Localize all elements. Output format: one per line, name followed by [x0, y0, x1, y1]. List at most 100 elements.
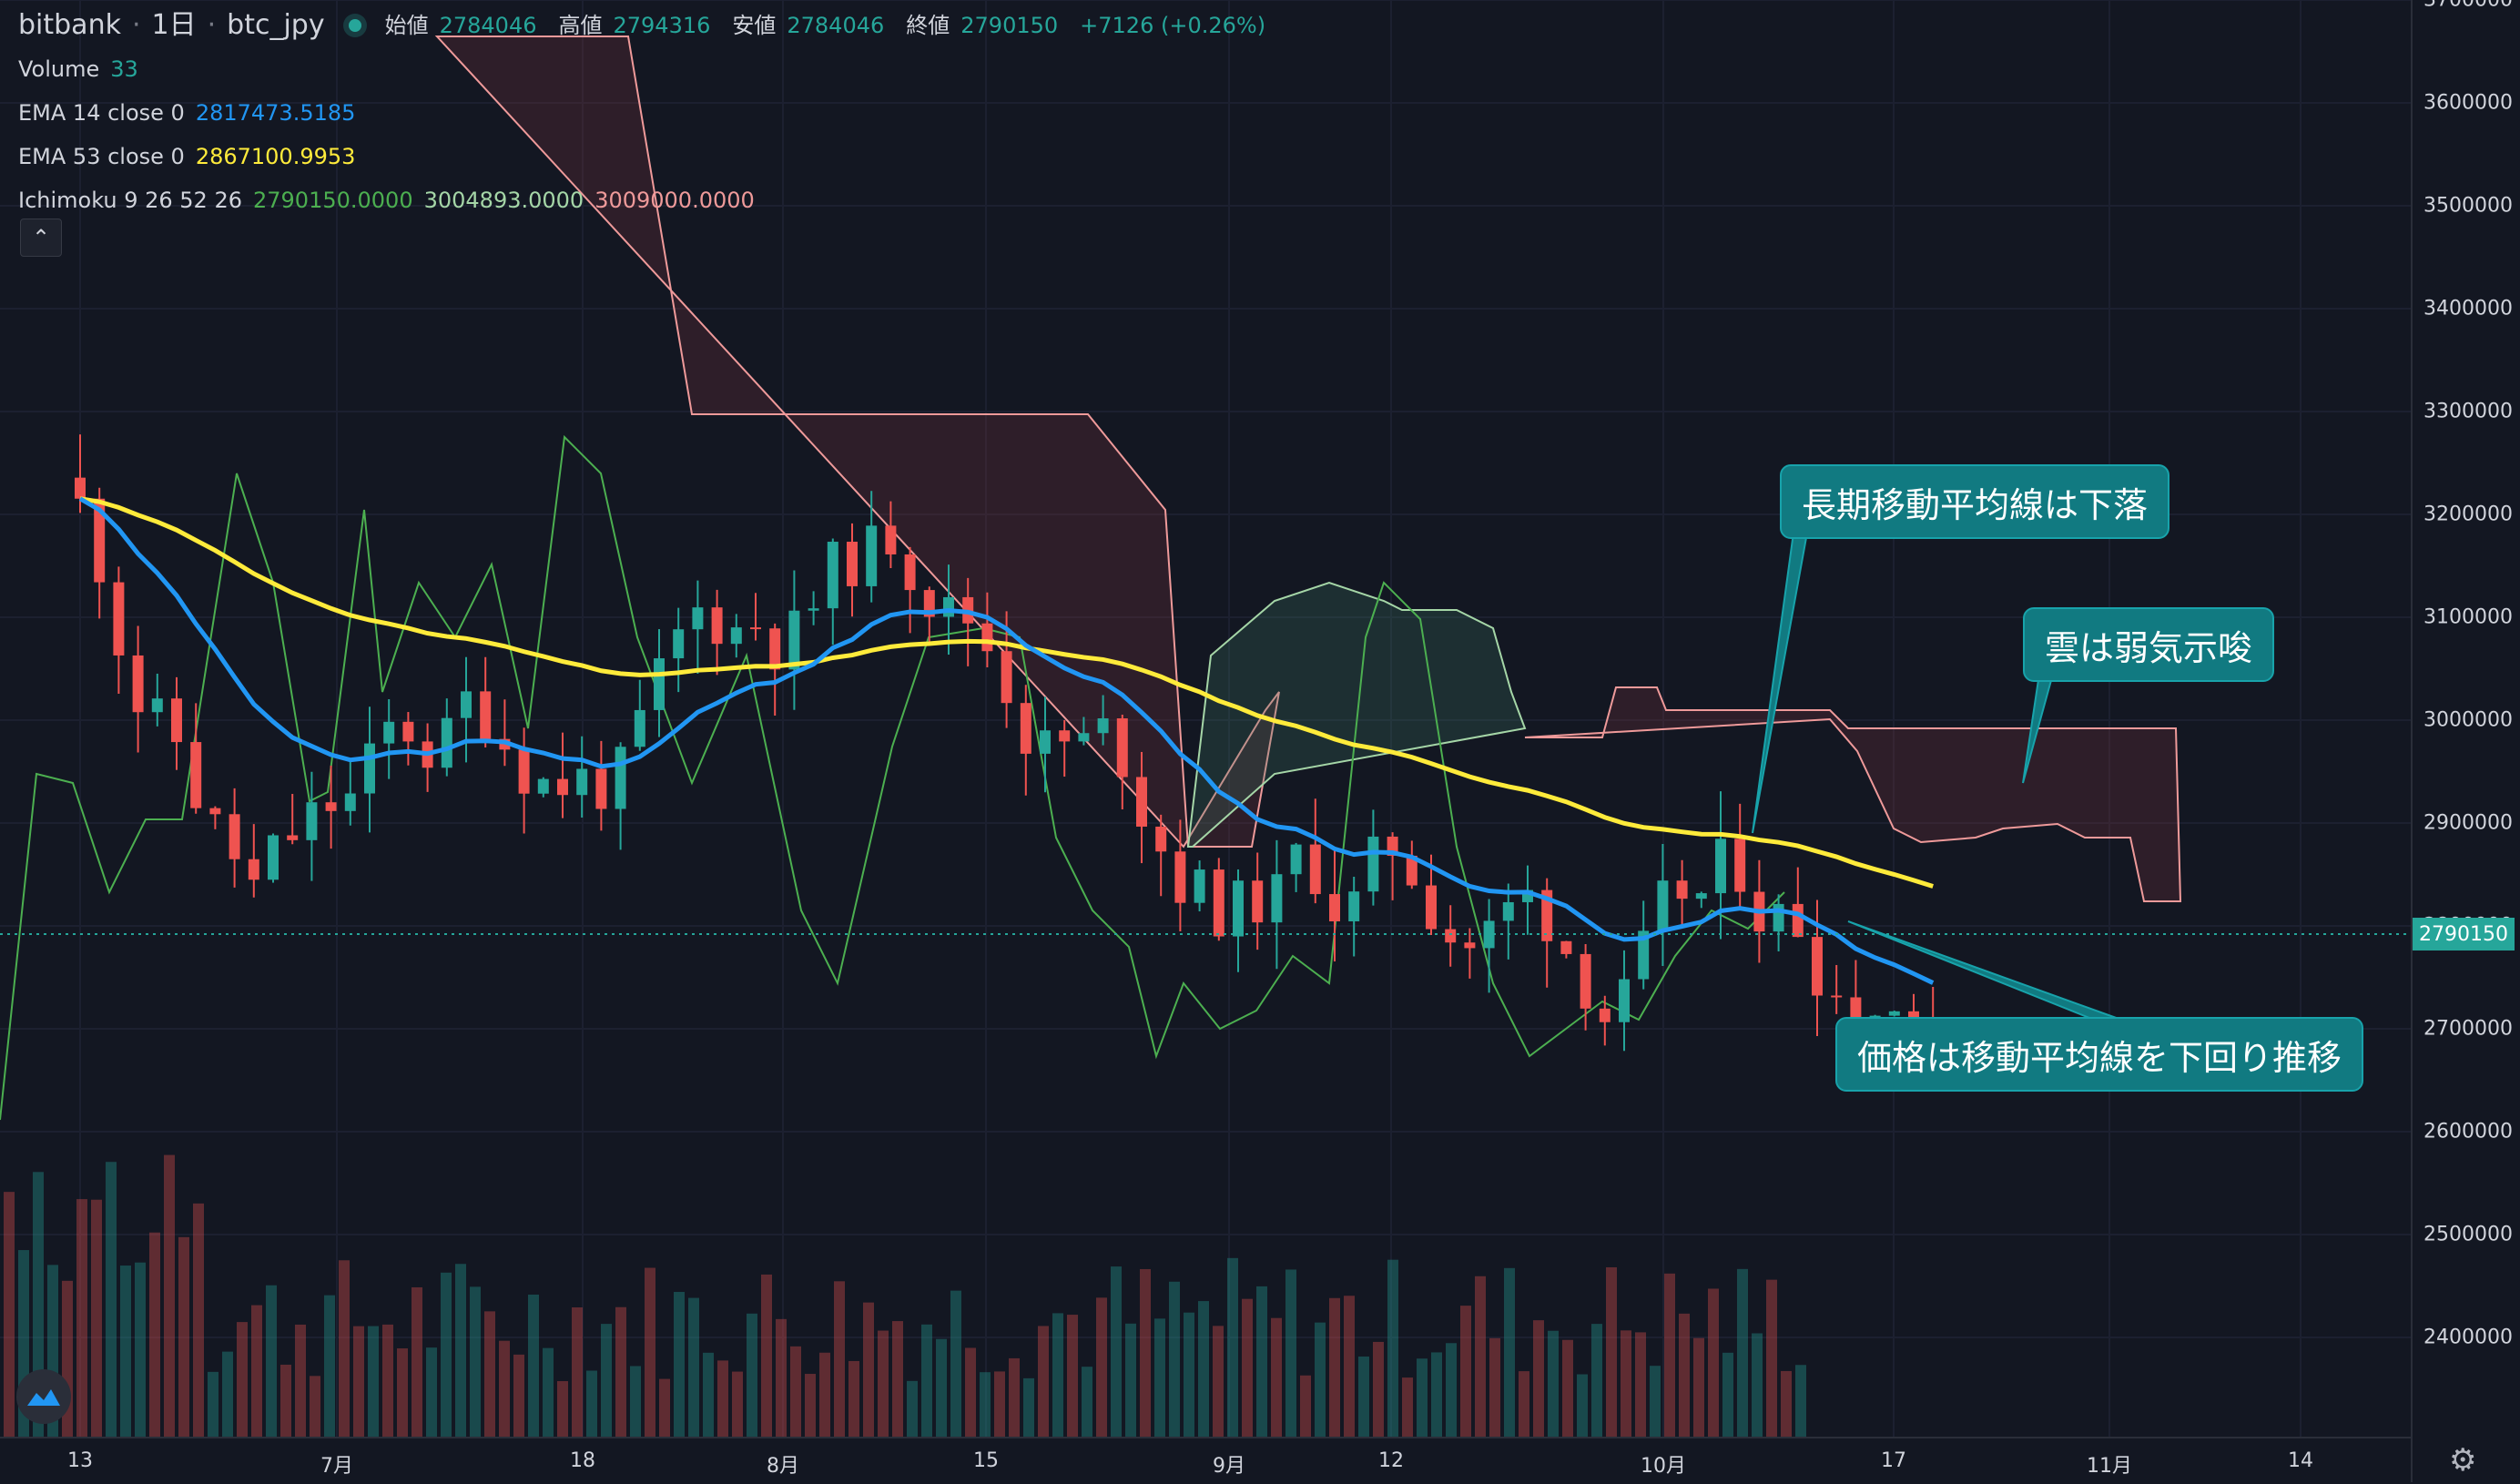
open-value: 2784046 [439, 13, 537, 38]
volume-bar [805, 1374, 816, 1437]
x-tick-label: 9月 [1213, 1455, 1245, 1478]
candle-body [1773, 903, 1784, 932]
y-tick-label: 3100000 [2423, 605, 2513, 629]
candle-body [325, 802, 337, 811]
volume-bar [1315, 1322, 1326, 1437]
indicator-name: EMA 14 close 0 [18, 100, 185, 126]
volume-bar [1373, 1341, 1384, 1437]
volume-bar [222, 1351, 233, 1437]
volume-bar [149, 1232, 160, 1437]
volume-bar [1271, 1317, 1282, 1437]
callout-cloud: 雲は弱気示唆 [2023, 607, 2275, 682]
candle-body [634, 709, 645, 747]
volume-bar [237, 1322, 248, 1437]
x-tick-label: 10月 [1641, 1455, 1686, 1478]
volume-bar [1519, 1371, 1529, 1437]
candle-body [1213, 869, 1224, 937]
volume-bar [703, 1352, 714, 1437]
volume-bar [164, 1154, 175, 1437]
volume-bar [1038, 1326, 1049, 1437]
ema53-line [79, 496, 1934, 889]
volume-bar [761, 1274, 772, 1437]
volume-bar [193, 1203, 204, 1437]
y-tick-label: 2700000 [2423, 1017, 2513, 1041]
volume-bar [470, 1286, 481, 1437]
symbol-name: btc_jpy [227, 9, 325, 41]
volume-bar [543, 1347, 554, 1437]
volume-bar [528, 1294, 539, 1437]
volume-bar [1766, 1279, 1777, 1437]
volume-bar [1606, 1266, 1617, 1437]
volume-bar [1795, 1365, 1806, 1437]
indicator-value: 33 [110, 56, 138, 82]
x-tick-label: 15 [973, 1449, 999, 1472]
y-tick-label: 3700000 [2423, 0, 2513, 12]
volume-bar [353, 1326, 364, 1437]
symbol-header[interactable]: bitbank · 1日 · btc_jpy 始値 2784046 高値 27943… [18, 4, 1276, 47]
candle-body [904, 554, 916, 591]
candle-body [518, 749, 530, 794]
candle-body [461, 691, 472, 718]
tradingview-logo-icon[interactable] [16, 1369, 71, 1424]
y-tick-label: 2500000 [2423, 1223, 2513, 1246]
candle-body [673, 629, 685, 659]
callout-pointer [1847, 920, 2122, 1021]
candle-body [1367, 836, 1379, 892]
collapse-legend-button[interactable]: ⌃ [20, 219, 62, 257]
candle-body [1233, 880, 1244, 937]
volume-bar [1650, 1366, 1661, 1437]
candle-body [1638, 930, 1650, 980]
volume-bar [251, 1305, 262, 1437]
volume-bar [1213, 1326, 1224, 1437]
legend-ema14[interactable]: EMA 14 close 0 2817473.5185 [18, 91, 1276, 135]
ema14-line [78, 496, 1935, 985]
volume-bar [1227, 1257, 1238, 1437]
candle-body [750, 627, 761, 630]
volume-bar [106, 1162, 117, 1437]
volume-bar [1562, 1339, 1573, 1437]
candle-body [364, 743, 375, 794]
candle-body [788, 610, 800, 670]
volume-bar [1679, 1313, 1690, 1437]
candle-body [866, 525, 878, 586]
volume-bar [1752, 1333, 1763, 1437]
price-chart[interactable] [0, 0, 2411, 1437]
candle-body [1194, 869, 1205, 903]
gear-icon[interactable]: ⚙ [2449, 1442, 2477, 1479]
candle-body [1580, 953, 1591, 1009]
volume-bar [1737, 1268, 1748, 1437]
open-label: 始値 [384, 13, 429, 38]
volume-bar [1460, 1306, 1471, 1437]
indicator-value: 2817473.5185 [195, 100, 356, 126]
indicator-value: 3009000.0000 [594, 188, 755, 213]
candle-body [615, 747, 626, 809]
volume-bar [1504, 1267, 1515, 1437]
candle-body [1348, 891, 1360, 921]
legend-ema53[interactable]: EMA 53 close 0 2867100.9953 [18, 135, 1276, 178]
candle-body [1059, 730, 1071, 742]
volume-bar [950, 1290, 961, 1437]
time-axis[interactable]: 13 7月 18 8月 15 9月 12 10月 17 11月 14 [0, 1437, 2411, 1484]
volume-bar [1096, 1297, 1107, 1437]
volume-bar [863, 1302, 874, 1437]
candle-body [981, 623, 993, 652]
price-axis[interactable]: 3700000 3600000 3500000 3400000 3300000 … [2411, 0, 2520, 1482]
candle-body [1657, 880, 1669, 931]
volume-bar [513, 1354, 524, 1437]
legend-volume[interactable]: Volume 33 [18, 47, 1276, 91]
legend-ichimoku[interactable]: Ichimoku 9 26 52 26 2790150.0000 3004893… [18, 178, 1276, 222]
close-value: 2790150 [960, 13, 1059, 38]
volume-bar [1111, 1266, 1122, 1437]
candle-body [209, 808, 221, 815]
cloud-icon [27, 1389, 60, 1406]
change-value: +7126 (+0.26%) [1080, 13, 1266, 38]
volume-bar [368, 1326, 379, 1437]
volume-bar [412, 1286, 422, 1437]
candle-body [1020, 703, 1031, 754]
candle-body [711, 607, 723, 645]
volume-bar [91, 1199, 102, 1437]
volume-bar [586, 1370, 597, 1437]
candle-body [1252, 880, 1264, 923]
interval-label[interactable]: 1日 [151, 9, 197, 41]
